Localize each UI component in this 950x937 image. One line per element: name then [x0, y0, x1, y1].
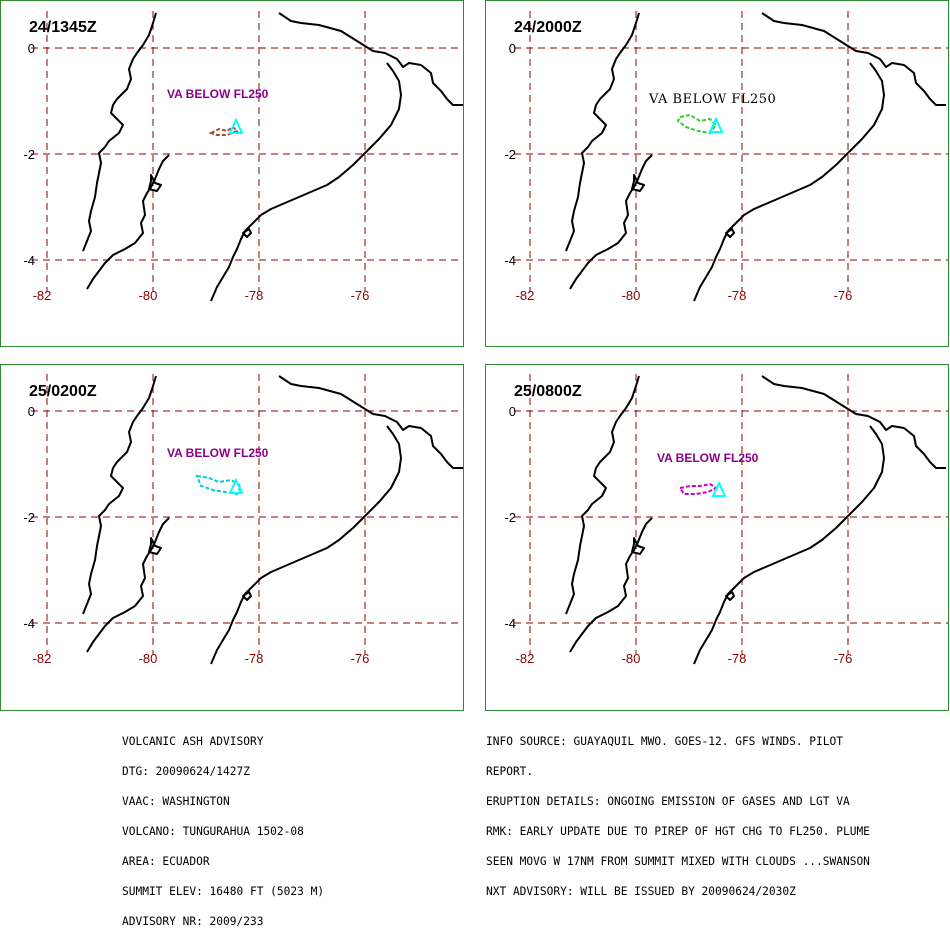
lat-label-4: -4 — [23, 253, 35, 268]
advisory-line: VAAC: WASHINGTON — [122, 795, 230, 808]
lon-label-78: -78 — [244, 651, 264, 666]
advisory-line: SUMMIT ELEV: 16480 FT (5023 M) — [122, 885, 325, 898]
coastline — [278, 375, 463, 469]
lat-label-0: 0 — [508, 41, 516, 56]
advisory-line: AREA: ECUADOR — [122, 855, 210, 868]
map-panel-4: 25/0800Z 0 -2 -4 -82 -80 -78 -76 VA BELO… — [485, 364, 949, 711]
advisory-details-right: INFO SOURCE: GUAYAQUIL MWO. GOES-12. GFS… — [486, 717, 870, 907]
advisory-line: NXT ADVISORY: WILL BE ISSUED BY 20090624… — [486, 885, 796, 898]
coastline — [569, 517, 653, 653]
coastline — [86, 517, 170, 653]
lon-label-82: -82 — [32, 288, 52, 303]
lon-label-78: -78 — [727, 651, 747, 666]
lon-label-76: -76 — [350, 651, 370, 666]
lon-label-80: -80 — [138, 288, 158, 303]
ash-plume-polygon — [676, 113, 718, 135]
advisory-line: REPORT. — [486, 765, 534, 778]
coastline — [693, 62, 885, 302]
va-label: VA BELOW FL250 — [657, 451, 759, 465]
coastline — [82, 375, 157, 615]
lon-label-78: -78 — [244, 288, 264, 303]
panel-time: 24/2000Z — [514, 19, 582, 36]
lon-label-76: -76 — [350, 288, 370, 303]
lon-label-82: -82 — [515, 651, 535, 666]
coastline — [148, 537, 162, 555]
coastline — [148, 174, 162, 192]
panel-time: 24/1345Z — [29, 19, 97, 36]
panel-time: 25/0200Z — [29, 383, 97, 400]
coastline — [242, 591, 252, 601]
volcano-icon — [708, 116, 724, 133]
coastline — [761, 375, 946, 469]
coastline — [725, 228, 735, 238]
volcano-icon — [228, 117, 244, 134]
lon-label-78: -78 — [727, 288, 747, 303]
coastline — [569, 154, 653, 290]
coastline — [725, 591, 735, 601]
volcano-icon — [228, 477, 244, 494]
map-canvas — [514, 11, 948, 302]
va-label: VA BELOW FL250 — [167, 87, 269, 101]
volcano-icon — [711, 480, 727, 497]
map-canvas — [514, 374, 948, 665]
map-canvas — [31, 374, 463, 665]
va-label: VA BELOW FL250 — [167, 446, 269, 460]
map-canvas — [31, 11, 463, 302]
advisory-line: VOLCANIC ASH ADVISORY — [122, 735, 264, 748]
lat-label-0: 0 — [27, 41, 35, 56]
coastline — [631, 537, 645, 555]
lat-label-2: -2 — [504, 510, 516, 525]
advisory-line: DTG: 20090624/1427Z — [122, 765, 250, 778]
map-panel-2: 24/2000Z 0 -2 -4 -82 -80 -78 -76 VA BELO… — [485, 0, 949, 347]
lon-label-80: -80 — [621, 288, 641, 303]
ash-plume-polygon — [678, 482, 718, 495]
panel-time: 25/0800Z — [514, 383, 582, 400]
advisory-header-left: VOLCANIC ASH ADVISORY DTG: 20090624/1427… — [122, 717, 324, 937]
ash-plume-polygon — [195, 474, 243, 496]
advisory-line: RMK: EARLY UPDATE DUE TO PIREP OF HGT CH… — [486, 825, 870, 838]
advisory-line: ERUPTION DETAILS: ONGOING EMISSION OF GA… — [486, 795, 850, 808]
lat-label-2: -2 — [23, 147, 35, 162]
lat-label-2: -2 — [23, 510, 35, 525]
advisory-line: ADVISORY NR: 2009/233 — [122, 915, 264, 928]
lon-label-80: -80 — [621, 651, 641, 666]
lon-label-76: -76 — [833, 288, 853, 303]
advisory-line: SEEN MOVG W 17NM FROM SUMMIT MIXED WITH … — [486, 855, 870, 868]
lat-label-0: 0 — [27, 404, 35, 419]
va-label: VA BELOW FL250 — [649, 92, 777, 107]
map-panel-1: 24/1345Z 0 -2 -4 -82 -80 -78 -76 VA BELO… — [0, 0, 464, 347]
advisory-line: VOLCANO: TUNGURAHUA 1502-08 — [122, 825, 304, 838]
coastline — [86, 154, 170, 290]
map-panel-3: 25/0200Z 0 -2 -4 -82 -80 -78 -76 VA BELO… — [0, 364, 464, 711]
coastline — [278, 12, 463, 106]
lon-label-82: -82 — [515, 288, 535, 303]
coastline — [565, 375, 640, 615]
coastline — [693, 425, 885, 665]
ash-plume-polygon — [208, 125, 239, 136]
coastline — [565, 12, 640, 252]
lon-label-82: -82 — [32, 651, 52, 666]
lon-label-76: -76 — [833, 651, 853, 666]
coastline — [210, 62, 402, 302]
lat-label-4: -4 — [23, 616, 35, 631]
lat-label-4: -4 — [504, 253, 516, 268]
lon-label-80: -80 — [138, 651, 158, 666]
advisory-line: INFO SOURCE: GUAYAQUIL MWO. GOES-12. GFS… — [486, 735, 843, 748]
lat-label-2: -2 — [504, 147, 516, 162]
coastline — [242, 228, 252, 238]
coastline — [761, 12, 946, 106]
coastline — [631, 174, 645, 192]
coastline — [82, 12, 157, 252]
lat-label-4: -4 — [504, 616, 516, 631]
coastline — [210, 425, 402, 665]
lat-label-0: 0 — [508, 404, 516, 419]
